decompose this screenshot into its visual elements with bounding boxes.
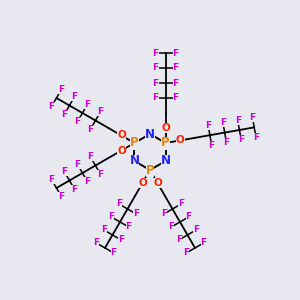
Text: O: O <box>153 178 162 188</box>
Text: O: O <box>117 146 126 155</box>
Text: F: F <box>168 223 174 232</box>
Text: F: F <box>183 248 189 257</box>
Text: F: F <box>152 49 159 58</box>
Text: F: F <box>93 238 99 247</box>
Text: F: F <box>126 223 132 232</box>
Text: F: F <box>201 238 207 247</box>
Text: F: F <box>108 212 114 221</box>
Text: P: P <box>161 136 170 149</box>
Text: F: F <box>84 100 91 109</box>
Text: F: F <box>220 118 226 127</box>
Text: F: F <box>205 121 211 130</box>
Text: F: F <box>74 117 80 126</box>
Text: F: F <box>98 170 103 179</box>
Text: F: F <box>253 133 259 142</box>
Text: F: F <box>152 79 159 88</box>
Text: N: N <box>129 154 140 167</box>
Text: F: F <box>58 192 64 201</box>
Text: F: F <box>101 226 107 235</box>
Text: F: F <box>186 212 192 221</box>
Text: P: P <box>146 164 154 176</box>
Text: F: F <box>249 113 256 122</box>
Text: F: F <box>118 236 124 244</box>
Text: F: F <box>224 138 230 147</box>
Text: F: F <box>235 116 241 124</box>
Text: F: F <box>161 209 167 218</box>
Text: F: F <box>71 185 77 194</box>
Text: F: F <box>61 167 68 176</box>
Text: F: F <box>172 94 179 103</box>
Text: F: F <box>208 140 215 149</box>
Text: F: F <box>98 107 103 116</box>
Text: O: O <box>176 135 185 146</box>
Text: F: F <box>178 200 184 208</box>
Text: F: F <box>111 248 117 257</box>
Text: F: F <box>116 200 122 208</box>
Text: F: F <box>176 236 182 244</box>
Text: F: F <box>71 92 77 101</box>
Text: F: F <box>74 160 80 169</box>
Text: F: F <box>87 125 94 134</box>
Text: F: F <box>238 135 244 144</box>
Text: F: F <box>152 94 159 103</box>
Text: F: F <box>87 152 94 161</box>
Text: F: F <box>152 64 159 73</box>
Text: F: F <box>172 64 179 73</box>
Text: F: F <box>84 177 91 186</box>
Text: N: N <box>160 154 171 167</box>
Text: N: N <box>145 128 155 140</box>
Text: O: O <box>117 130 126 140</box>
Text: F: F <box>58 85 64 94</box>
Text: P: P <box>130 136 139 149</box>
Text: O: O <box>161 123 170 133</box>
Text: F: F <box>48 102 55 111</box>
Text: F: F <box>193 226 199 235</box>
Text: F: F <box>133 209 139 218</box>
Text: O: O <box>138 178 147 188</box>
Text: F: F <box>172 49 179 58</box>
Text: F: F <box>172 79 179 88</box>
Text: F: F <box>61 110 68 119</box>
Text: F: F <box>48 175 55 184</box>
